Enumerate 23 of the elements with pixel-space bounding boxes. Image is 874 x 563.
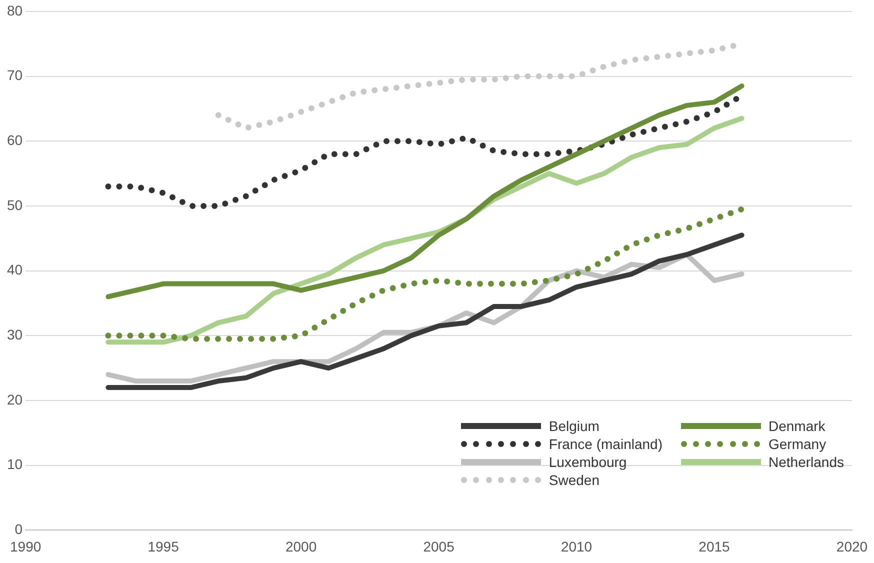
legend-label: Belgium <box>548 418 600 434</box>
y-tick-label: 20 <box>6 391 23 408</box>
legend-label: Germany <box>768 436 826 452</box>
y-tick-label: 60 <box>6 132 23 148</box>
x-tick-label: 2005 <box>423 538 455 554</box>
x-tick-label: 2015 <box>698 538 730 554</box>
legend-label: Netherlands <box>768 454 844 470</box>
y-tick-label: 80 <box>6 2 23 18</box>
legend-label: Sweden <box>548 472 600 488</box>
x-tick-label: 2010 <box>560 538 592 554</box>
y-tick-label: 50 <box>6 196 23 213</box>
x-tick-label: 1995 <box>148 538 180 554</box>
y-tick-label: 10 <box>6 456 23 472</box>
x-tick-label: 2020 <box>836 538 868 554</box>
y-tick-label: 40 <box>6 262 23 278</box>
x-tick-label: 1990 <box>10 538 42 554</box>
legend-label: France (mainland) <box>548 436 662 452</box>
legend-label: Denmark <box>768 418 826 434</box>
x-tick-label: 2000 <box>285 538 317 554</box>
y-tick-label: 70 <box>6 67 23 84</box>
y-tick-label: 30 <box>6 326 23 343</box>
legend-label: Luxembourg <box>548 454 627 470</box>
y-tick-label: 0 <box>14 521 23 538</box>
